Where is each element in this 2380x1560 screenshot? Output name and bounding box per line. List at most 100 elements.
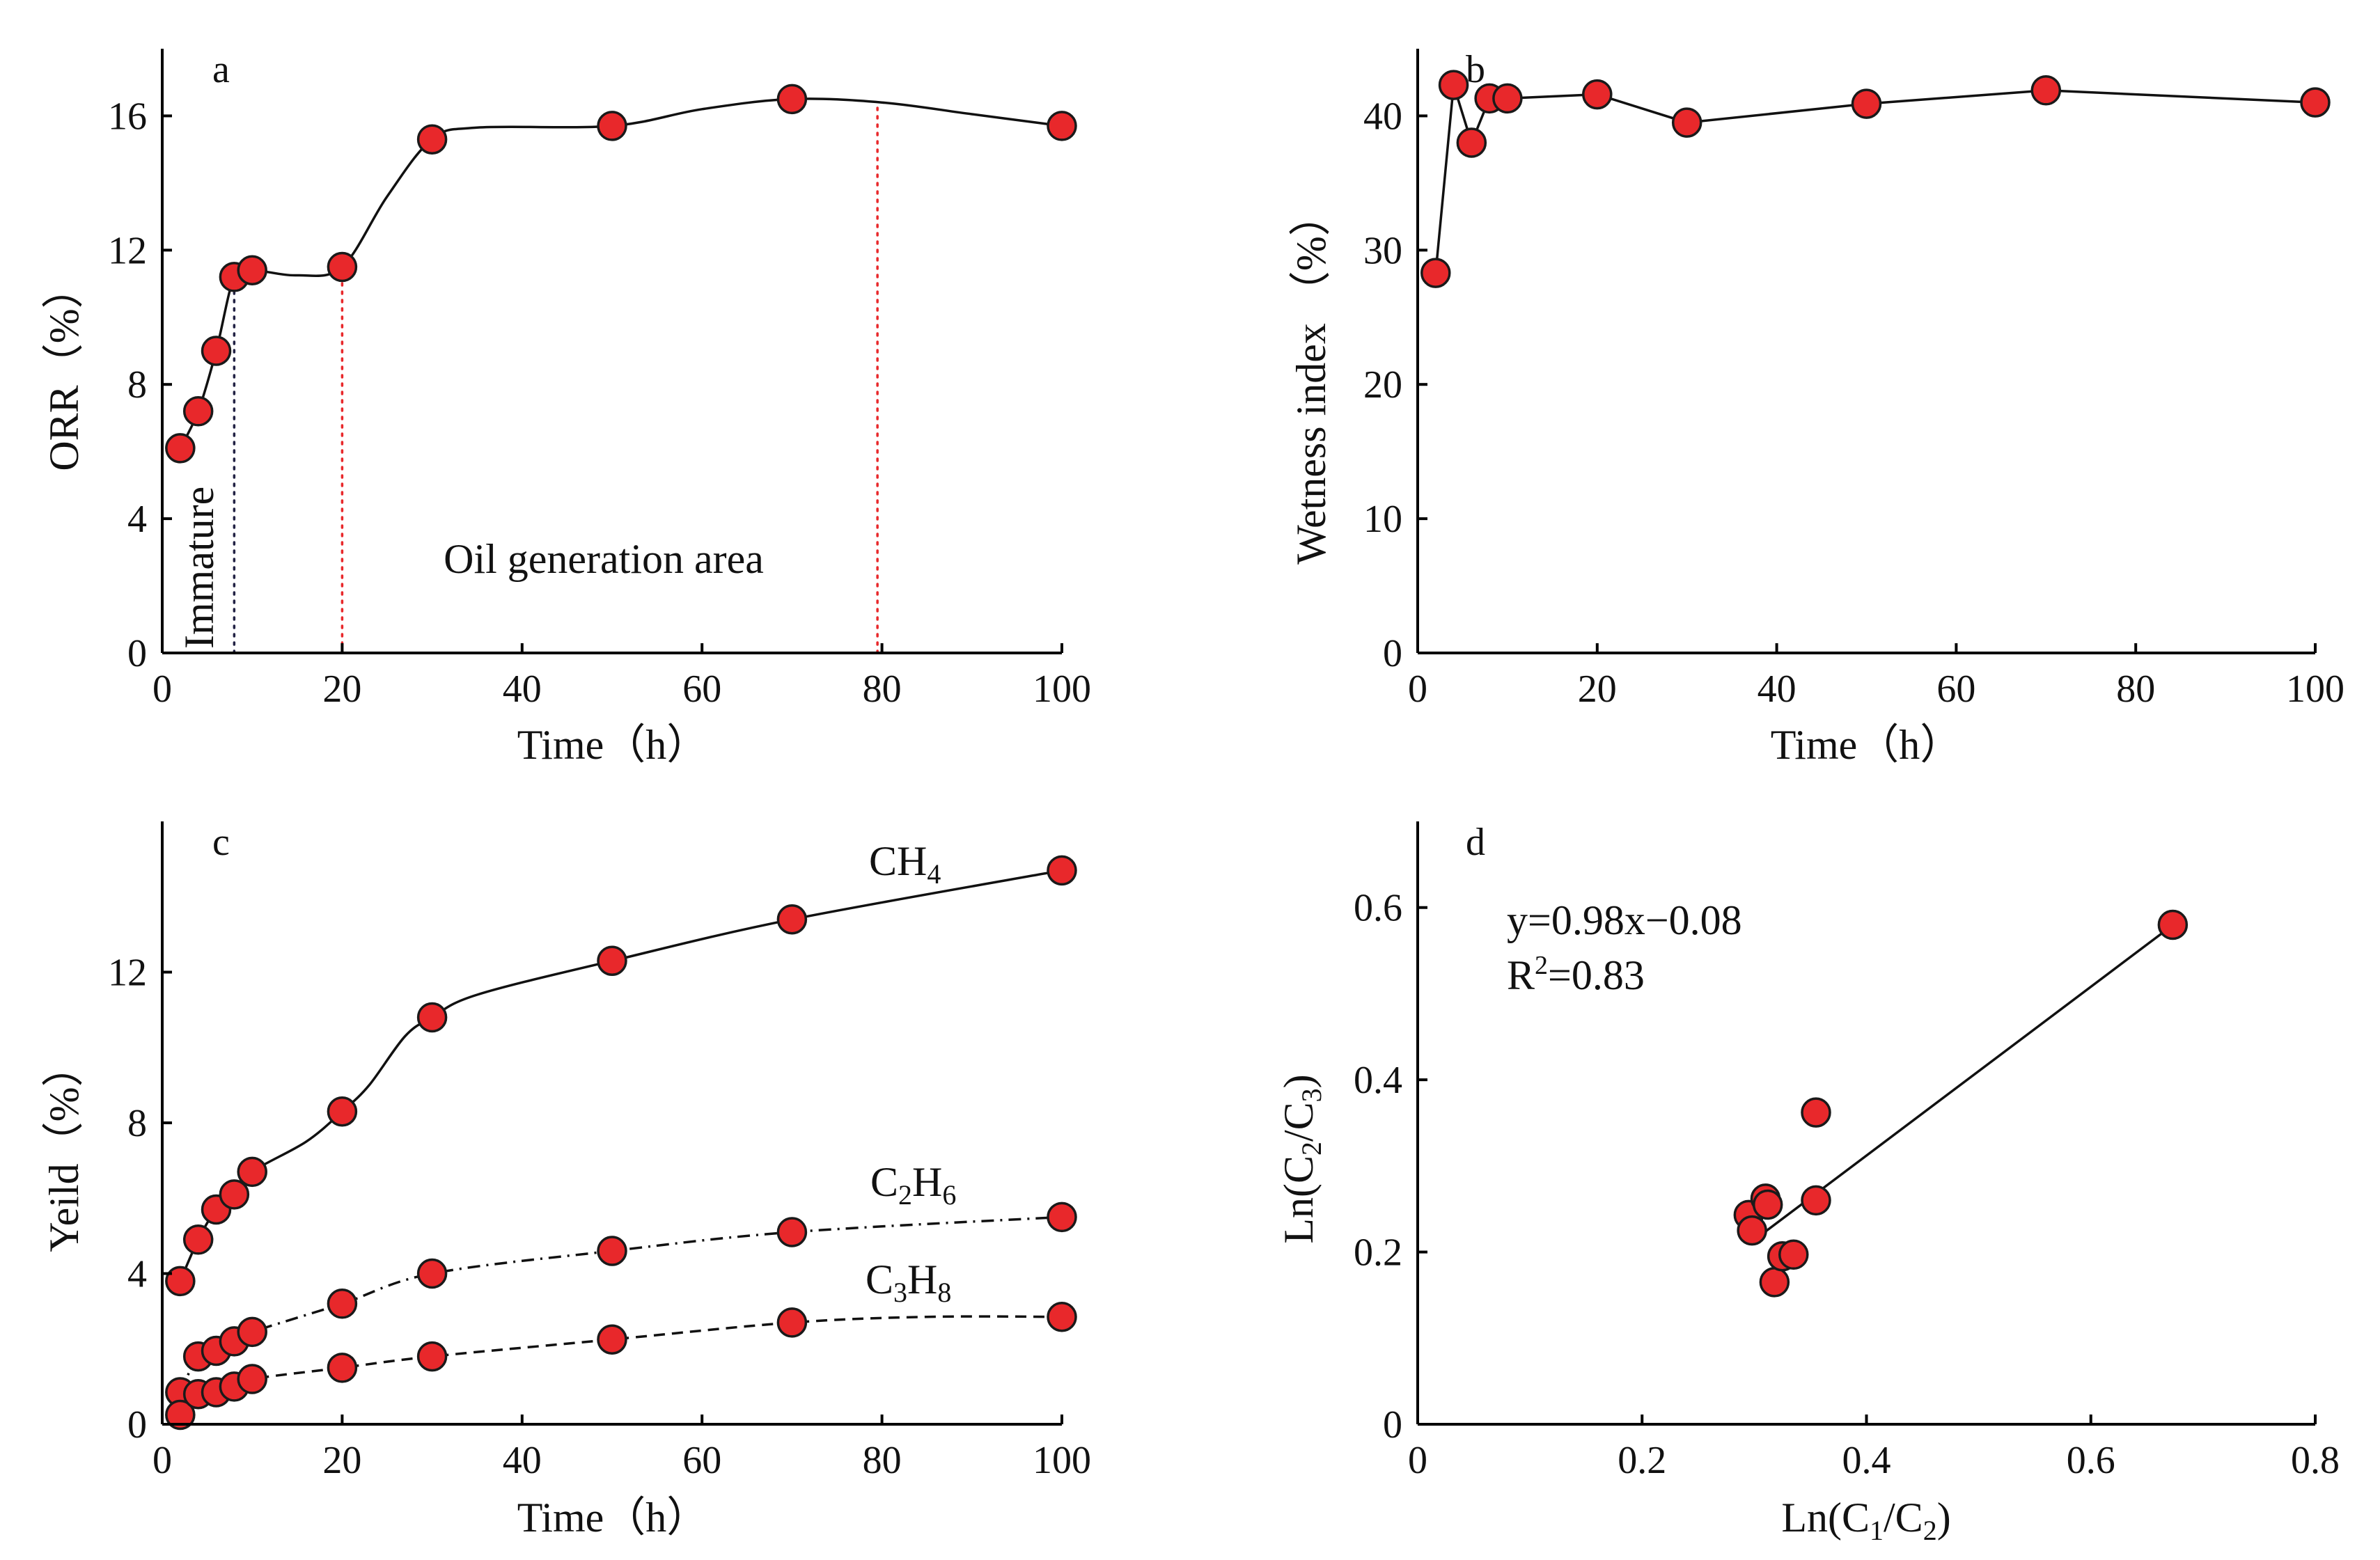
panel-d-r2-value: =0.83: [1548, 952, 1645, 998]
panel-d-x-title-sub1: 1: [1870, 1515, 1884, 1546]
panel-b-point: [1456, 127, 1487, 158]
panel-d-y-tick-label: 0.2: [1354, 1231, 1402, 1275]
panel-b-point: [1671, 107, 1702, 138]
series-label-c3h8-sub2: 8: [937, 1277, 951, 1308]
panel-d-y-tick-label: 0.6: [1354, 887, 1402, 930]
panel-d-equation: y=0.98x−0.08: [1507, 897, 1742, 943]
panel-c-point-c2h6: [597, 1236, 627, 1266]
panel-a-series-line: [179, 97, 1063, 449]
panel-d-point: [1801, 1097, 1831, 1128]
panel-c-point-c3h8: [327, 1353, 358, 1383]
panel-d-y-title-end: ): [1276, 1074, 1322, 1088]
panel-d-y-title-sub2: 3: [1296, 1088, 1327, 1102]
panel-a-y-tick-label: 16: [108, 95, 147, 138]
series-label-c2h6: C2H6: [870, 1159, 956, 1211]
panel-a-x-tick-label: 40: [503, 668, 542, 711]
panel-a-marks: [165, 84, 1077, 654]
panel-d-x-title-end: ): [1937, 1495, 1951, 1541]
series-label-ch4-base: CH: [869, 838, 927, 884]
panel-b-label: b: [1466, 48, 1485, 91]
panel-b-y-tick-label: 10: [1363, 498, 1402, 541]
panel-c-point-ch4: [182, 1224, 214, 1255]
series-label-ch4-sub: 4: [927, 858, 941, 890]
panel-d-x-tick-label: 0.6: [2067, 1439, 2115, 1482]
panel-d-x-title-base: Ln(C: [1781, 1495, 1870, 1541]
panel-a-y-title: ORR（%）: [41, 267, 87, 471]
panel-a-x-tick-label: 20: [322, 668, 361, 711]
panel-c-y-title: Yeild（%）: [41, 1045, 87, 1252]
panel-d-point: [1737, 1215, 1767, 1246]
panel-a-x-tick-label: 60: [682, 668, 721, 711]
panel-b-x-tick-label: 0: [1408, 668, 1427, 711]
panel-b: 0 20 40 60 80 100 0 10 20 30 40 b Time（h） Wetness …: [1288, 48, 2344, 768]
panel-d-y-title: Ln(C2/C3): [1276, 1074, 1327, 1243]
panel-a-label: a: [212, 48, 230, 91]
panel-c-point-c2h6: [237, 1316, 267, 1348]
panel-b-marks: [1420, 70, 2331, 288]
panel-a-oil-area-annotation: Oil generation area: [444, 536, 764, 582]
panel-c-y-tick-label: 0: [127, 1403, 147, 1447]
panel-c-point-ch4: [597, 945, 627, 977]
panel-a-ticks: 0 20 40 60 80 100 0 4 8 12 16: [108, 95, 1091, 711]
panel-c-x-tick-label: 20: [322, 1439, 361, 1482]
panel-c-point-c2h6: [776, 1217, 808, 1247]
panel-d-r2-sup: 2: [1535, 951, 1548, 980]
panel-c-marks: [165, 855, 1077, 1431]
panel-c-point-ch4: [327, 1096, 358, 1127]
panel-d-y-tick-label: 0.4: [1354, 1059, 1402, 1102]
panel-d-label: d: [1466, 821, 1485, 864]
panel-b-y-title: Wetness index （%）: [1288, 194, 1334, 565]
panel-b-point: [2300, 87, 2331, 118]
panel-a-y-tick-label: 4: [127, 498, 147, 541]
panel-c-series-line-c3h8: [179, 1315, 1063, 1416]
panel-b-y-tick-label: 30: [1363, 229, 1402, 272]
panel-c-point-ch4: [237, 1156, 267, 1188]
panel-c-y-tick-label: 8: [127, 1102, 147, 1145]
panel-d-x-tick-label: 0: [1408, 1439, 1427, 1482]
panel-d-x-title-mid: /C: [1884, 1495, 1923, 1541]
panel-d-x-tick-label: 0.4: [1842, 1439, 1891, 1482]
panel-b-point: [1492, 83, 1523, 114]
panel-a-x-tick-label: 100: [1033, 668, 1091, 711]
panel-d-ticks: 0 0.2 0.4 0.6 0.8 0 0.2 0.4 0.6: [1354, 887, 2340, 1482]
panel-b-y-tick-label: 40: [1363, 95, 1402, 138]
panel-d-point: [1752, 1189, 1783, 1220]
series-label-c3h8-base: C: [866, 1256, 893, 1302]
panel-c-point-c2h6: [1047, 1201, 1077, 1233]
panel-c-point-c2h6: [327, 1289, 358, 1319]
panel-d-point: [1759, 1267, 1790, 1298]
series-label-c2h6-sub1: 2: [898, 1179, 912, 1211]
panel-b-x-tick-label: 20: [1578, 668, 1617, 711]
panel-d-x-tick-label: 0.2: [1618, 1439, 1666, 1482]
panel-c-point-ch4: [219, 1179, 250, 1210]
panel-b-point: [1420, 258, 1451, 288]
panel-a-y-tick-label: 8: [127, 363, 147, 407]
panel-a-point: [327, 251, 358, 283]
panel-b-series-line: [1434, 84, 2316, 274]
series-label-c2h6-base: C: [870, 1159, 898, 1205]
series-label-ch4: CH4: [869, 838, 941, 890]
panel-d-r2-base: R: [1507, 952, 1535, 998]
panel-d-y-title-mid: /C: [1276, 1102, 1322, 1142]
panel-c-x-tick-label: 40: [503, 1439, 542, 1482]
panel-b-x-tick-label: 80: [2116, 668, 2155, 711]
panel-d-x-tick-label: 0.8: [2291, 1439, 2340, 1482]
panel-c-point-ch4: [1047, 855, 1077, 886]
panel-c-point-c3h8: [237, 1364, 267, 1394]
panel-a-point: [416, 124, 448, 155]
panel-a-x-tick-label: 0: [152, 668, 172, 711]
series-label-c3h8-base2: H: [907, 1256, 937, 1302]
series-label-c3h8-sub1: 3: [893, 1277, 907, 1308]
panel-d-x-title-sub2: 2: [1923, 1515, 1937, 1546]
panel-a-point: [165, 433, 196, 464]
panel-a-x-title: Time（h）: [517, 722, 709, 768]
panel-b-x-tick-label: 100: [2286, 668, 2344, 711]
panel-b-point: [1582, 79, 1613, 110]
panel-d-x-title: Ln(C1/C2): [1781, 1495, 1950, 1546]
panel-c-point-c3h8: [1047, 1301, 1077, 1332]
panel-d-y-title-base: Ln(C: [1276, 1156, 1322, 1244]
panel-b-y-tick-label: 20: [1363, 363, 1402, 407]
panel-b-point: [2030, 75, 2062, 106]
panel-d-point: [1778, 1239, 1809, 1270]
